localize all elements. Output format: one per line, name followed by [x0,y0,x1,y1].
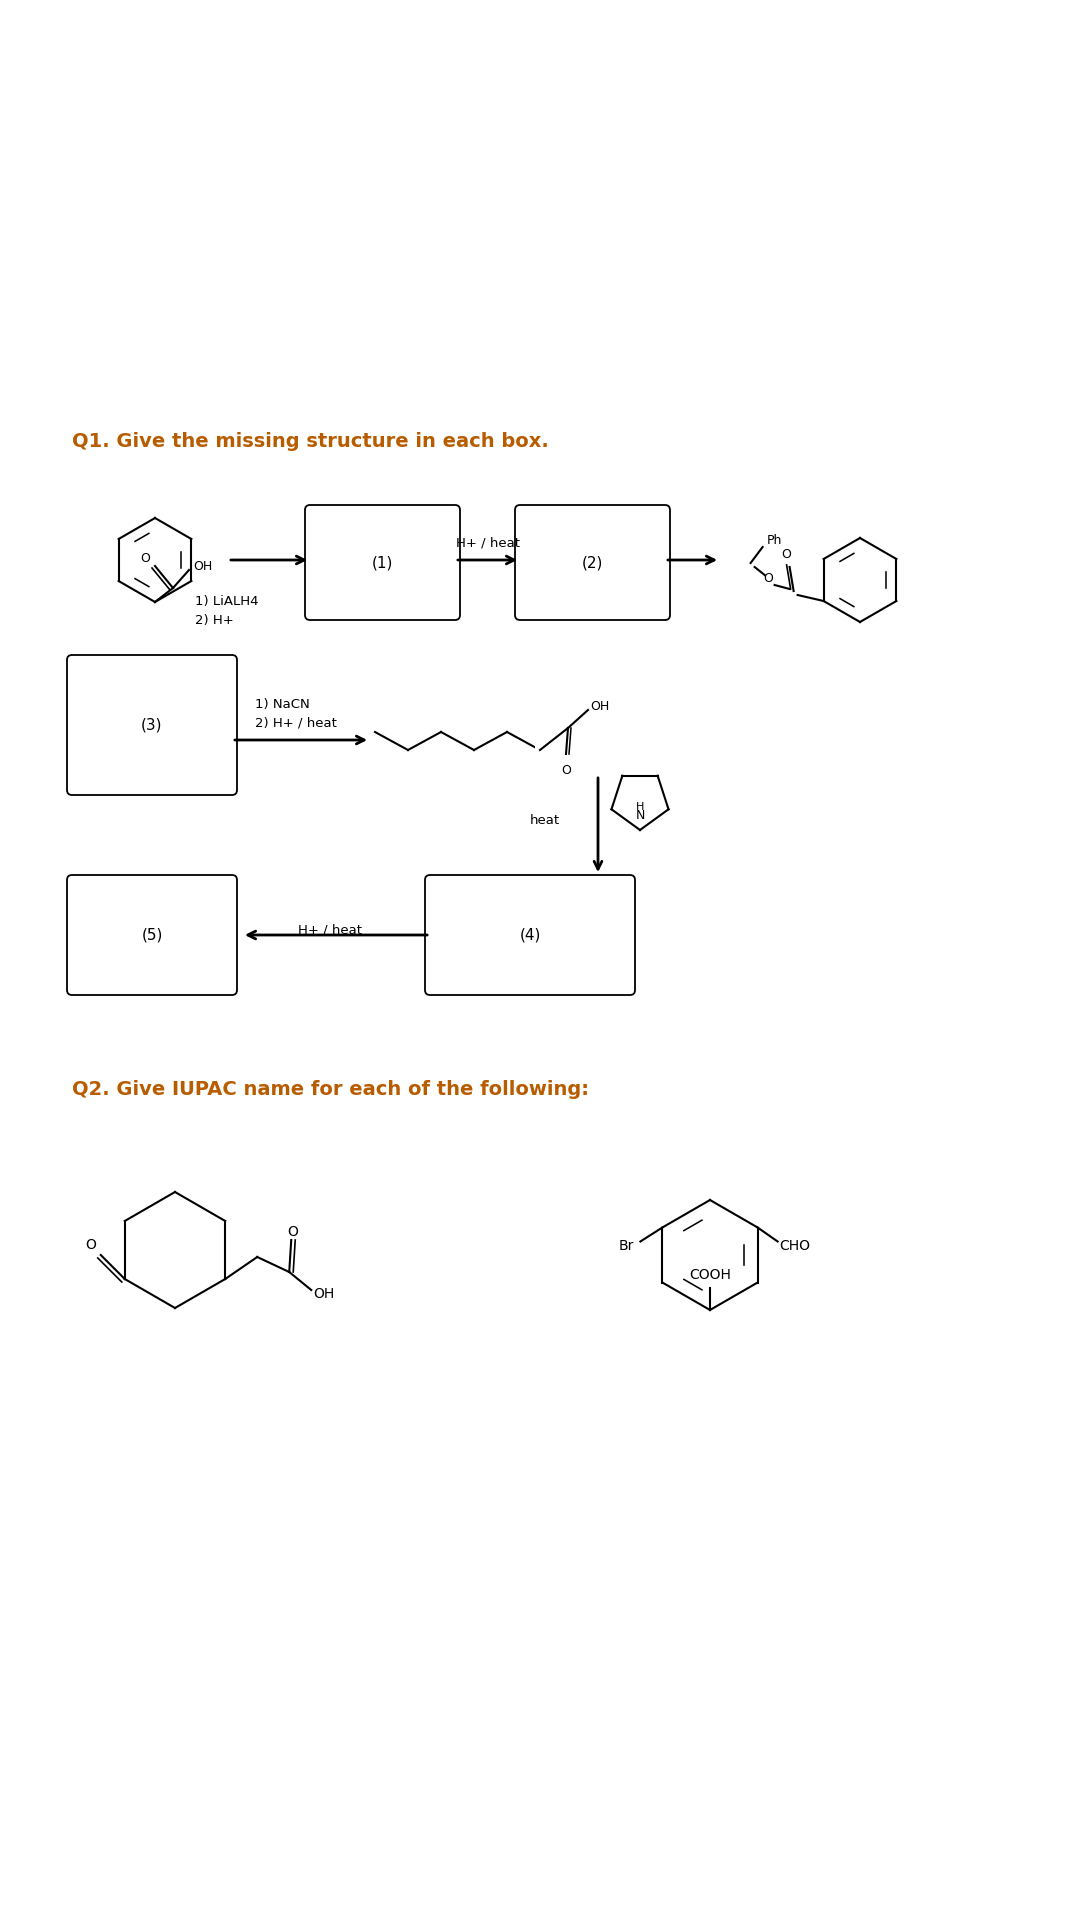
Text: COOH: COOH [689,1267,731,1283]
Text: (2): (2) [582,555,604,570]
Text: H+ / heat: H+ / heat [456,538,519,549]
Text: O: O [599,726,609,739]
Text: O: O [287,1225,298,1238]
Text: N: N [635,808,645,822]
Text: Br: Br [619,1238,634,1252]
FancyBboxPatch shape [426,876,635,995]
Text: (3): (3) [141,718,163,733]
FancyBboxPatch shape [67,655,237,795]
Polygon shape [535,689,620,760]
FancyBboxPatch shape [305,505,460,620]
FancyBboxPatch shape [67,876,237,995]
Text: 2) H+ / heat: 2) H+ / heat [255,716,337,730]
Text: H: H [636,803,644,812]
Text: (4): (4) [519,927,541,943]
Text: 2) H+: 2) H+ [195,614,233,628]
Text: (1): (1) [372,555,393,570]
Text: CHO: CHO [780,1238,811,1252]
Text: OH: OH [313,1286,335,1302]
Text: Ph: Ph [767,534,782,547]
FancyBboxPatch shape [515,505,670,620]
Text: O: O [562,764,571,778]
Text: O: O [140,551,150,564]
Text: (5): (5) [141,927,163,943]
Text: O: O [764,572,773,584]
Text: Q2. Give IUPAC name for each of the following:: Q2. Give IUPAC name for each of the foll… [72,1079,589,1098]
Text: H+ / heat: H+ / heat [298,924,362,937]
Text: Q1. Give the missing structure in each box.: Q1. Give the missing structure in each b… [72,432,549,451]
Text: 1) NaCN: 1) NaCN [255,699,310,710]
Text: 1) LiALH4: 1) LiALH4 [195,595,258,609]
Text: OH: OH [193,559,213,572]
Text: OH: OH [577,697,596,710]
Text: O: O [782,549,792,561]
Text: OH: OH [590,699,609,712]
Text: heat: heat [530,814,561,826]
Text: O: O [85,1238,96,1252]
